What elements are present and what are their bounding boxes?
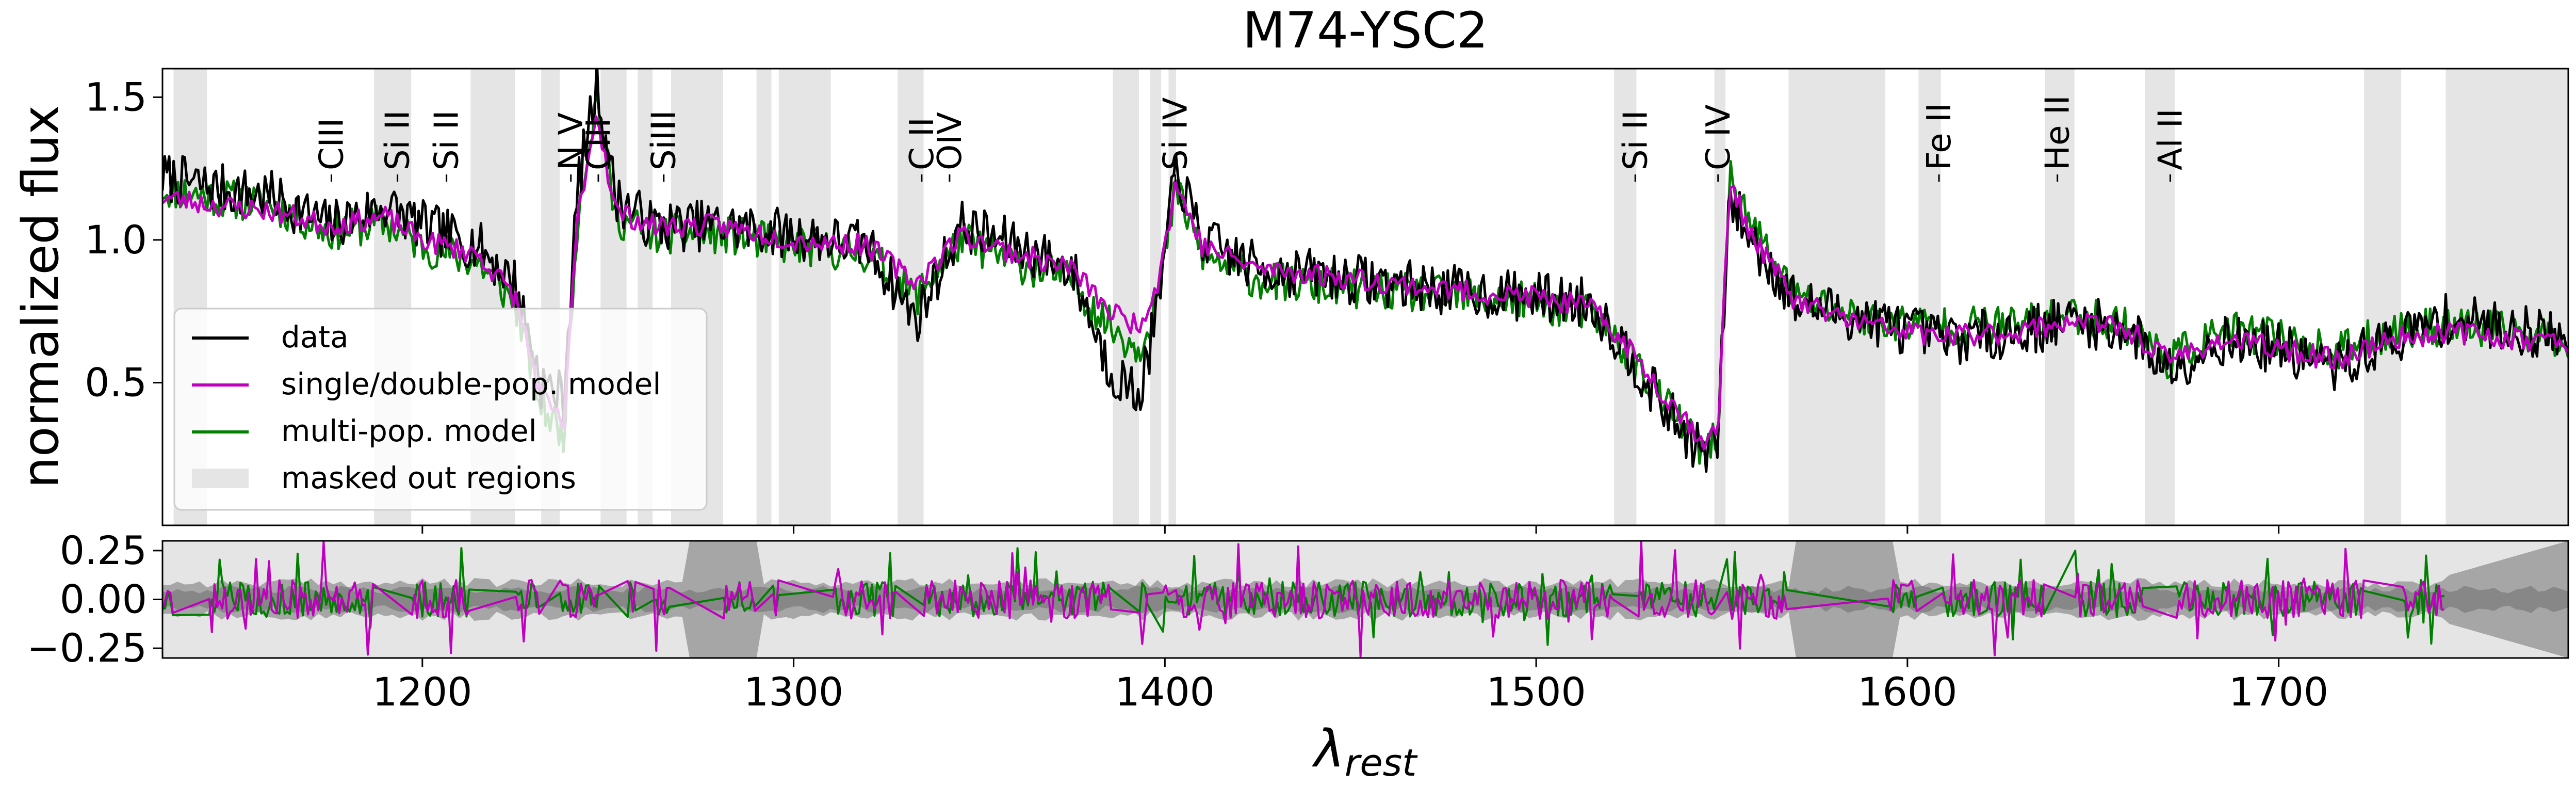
- legend-label-multi: multi-pop. model: [281, 413, 537, 448]
- top-panel-frame: [161, 68, 2569, 526]
- top-ytick-label-0: 0.5: [85, 359, 147, 405]
- line-label-text-4: CIII: [580, 118, 618, 170]
- bottom-y-ticks: 0.250.00−0.25: [27, 527, 162, 671]
- line-label-12: Fe II: [1920, 103, 1959, 170]
- legend: data single/double-pop. model multi-pop.…: [173, 308, 708, 511]
- line-label-3: N V: [552, 113, 591, 170]
- legend-label-single: single/double-pop. model: [281, 366, 661, 401]
- masked-region-13: [1614, 69, 1637, 525]
- line-label-text-11: C IV: [1700, 104, 1738, 170]
- top-x-ticks: [421, 525, 2280, 534]
- line-label-text-2: Si II: [428, 110, 466, 171]
- top-y-ticks: 0.5 1.0 1.5: [85, 74, 162, 405]
- line-label-text-14: Al II: [2151, 108, 2190, 170]
- line-label-text-1: Si II: [379, 110, 417, 171]
- bottom-ytick-label-2: −0.25: [27, 625, 147, 671]
- residual-lines: [162, 541, 2445, 658]
- line-label-text-5: Si II: [645, 110, 683, 171]
- line-label-text-7: C II: [903, 117, 941, 170]
- line-label-13: He II: [2039, 95, 2077, 170]
- line-label-text-6: SiII: [645, 121, 683, 170]
- line-label-0: CIII: [313, 118, 351, 170]
- line-label-text-13: He II: [2039, 95, 2077, 170]
- masked-region-16: [1918, 69, 1941, 525]
- line-label-text-9: Si IV: [1157, 97, 1195, 170]
- line-label-5: Si II: [645, 110, 683, 171]
- residual-multi-pop: [162, 547, 2445, 646]
- line-label-1: Si II: [379, 110, 417, 171]
- line-label-7: C II: [903, 117, 941, 170]
- y-axis-label: normalized flux: [12, 105, 70, 488]
- residual-single-double-pop: [162, 541, 2444, 658]
- line-label-2: Si II: [428, 110, 466, 171]
- masked-region-18: [2145, 69, 2175, 525]
- bottom-xtick-label-3: 1500: [1486, 669, 1586, 715]
- legend-label-mask: masked out regions: [281, 460, 576, 495]
- masked-region-10: [1113, 69, 1139, 525]
- masked-region-8: [778, 69, 831, 525]
- legend-label-data: data: [281, 319, 349, 355]
- legend-swatch-mask: [192, 469, 249, 488]
- bottom-xtick-label-5: 1700: [2229, 669, 2328, 715]
- line-label-10: Si II: [1617, 110, 1655, 171]
- masked-region-14: [1714, 69, 1726, 525]
- line-label-text-3: N V: [552, 113, 591, 170]
- bottom-ytick-label-1: 0.00: [60, 576, 147, 622]
- bottom-ytick-label-0: 0.25: [60, 527, 147, 573]
- line-label-text-0: CIII: [313, 118, 351, 170]
- bottom-xtick-label-4: 1600: [1857, 669, 1957, 715]
- masked-region-20: [2445, 69, 2568, 525]
- bottom-xtick-label-0: 1200: [372, 669, 472, 715]
- bottom-panel: 0.250.00−0.25 1200 1300 1400 1500 1600 1700 λ…: [27, 527, 2569, 784]
- line-label-text-8: OIV: [931, 112, 969, 170]
- top-ytick-label-2: 1.5: [85, 74, 147, 120]
- bottom-xtick-label-1: 1300: [744, 669, 843, 715]
- line-label-11: C IV: [1700, 104, 1738, 170]
- line-label-14: Al II: [2151, 108, 2190, 170]
- x-axis-label: λrest: [1312, 718, 1419, 784]
- masked-region-19: [2364, 69, 2402, 525]
- masked-region-17: [2045, 69, 2075, 525]
- bottom-x-ticks: 1200 1300 1400 1500 1600 1700: [372, 658, 2328, 715]
- line-label-9: Si IV: [1157, 97, 1195, 170]
- line-label-4: CIII: [580, 118, 618, 170]
- chart-title: M74-YSC2: [1243, 2, 1488, 59]
- line-label-text-10: Si II: [1617, 110, 1655, 171]
- top-ytick-label-1: 1.0: [85, 217, 147, 263]
- line-label-6: SiII: [645, 121, 683, 170]
- bottom-xtick-label-2: 1400: [1115, 669, 1215, 715]
- line-label-8: OIV: [931, 112, 969, 170]
- legend-box: [173, 308, 708, 511]
- line-label-text-12: Fe II: [1920, 103, 1959, 170]
- masked-region-7: [756, 69, 772, 525]
